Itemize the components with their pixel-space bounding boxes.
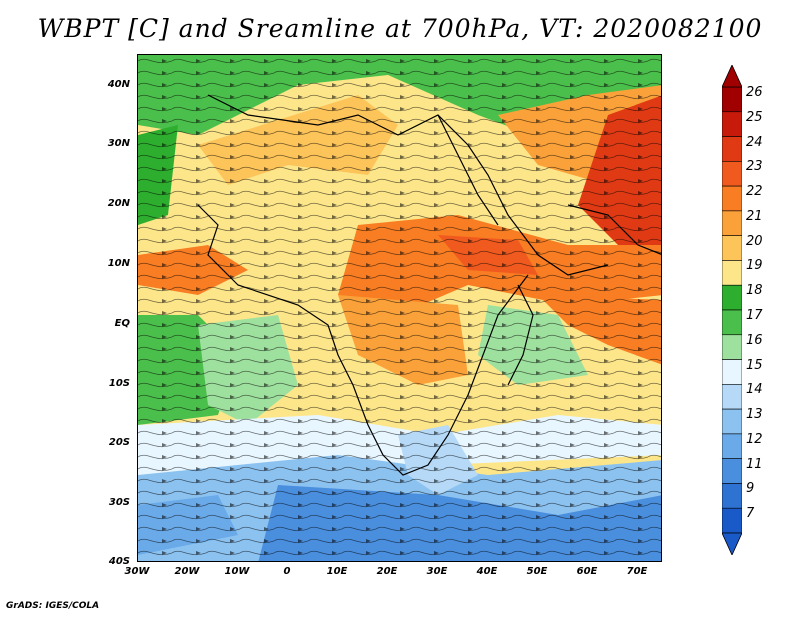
lat-label-eq: EQ	[114, 318, 130, 329]
lat-label-20s: 20S	[108, 437, 130, 448]
colorbar-segment	[722, 86, 742, 113]
lon-label-10e: 10E	[326, 566, 348, 577]
colorbar-segment	[722, 111, 742, 137]
colorbar-segment	[722, 359, 742, 385]
colorbar-segment	[722, 433, 742, 459]
map-title: WBPT [C] and Sreamline at 700hPa, VT: 20…	[37, 14, 763, 43]
streamlines	[138, 55, 661, 561]
colorbar-segment	[722, 210, 742, 236]
lat-label-10s: 10S	[108, 378, 130, 389]
colorbar-segment	[722, 161, 742, 187]
colorbar-segment	[722, 507, 742, 534]
colorbar-segment	[722, 458, 742, 484]
colorbar-segment	[722, 185, 742, 212]
colorbar-label: 16	[746, 332, 763, 348]
coastlines	[197, 94, 661, 476]
lon-label-60e: 60E	[576, 566, 598, 577]
colorbar-label: 17	[746, 308, 763, 323]
colorbar-label: 7	[746, 506, 755, 522]
colorbar-label: 22	[746, 184, 763, 200]
colorbar-segment	[722, 334, 742, 360]
colorbar-segment	[722, 408, 742, 435]
colorbar-label: 19	[746, 258, 763, 274]
lat-label-20n: 20N	[107, 198, 130, 209]
lat-label-40s: 40S	[108, 556, 130, 567]
colorbar-label: 25	[746, 109, 763, 125]
lon-label-20w: 20W	[174, 566, 200, 577]
lon-label-30e: 30E	[426, 566, 448, 577]
colorbar	[722, 65, 742, 555]
colorbar-label: 18	[746, 283, 763, 299]
lat-label-40n: 40N	[107, 79, 130, 90]
colorbar-label: 14	[746, 382, 763, 398]
colorbar-label: 24	[746, 134, 763, 150]
lon-label-70e: 70E	[626, 566, 648, 577]
lat-label-10n: 10N	[107, 258, 130, 269]
colorbar-label: 12	[746, 431, 763, 447]
colorbar-label: 15	[746, 357, 763, 373]
triangle-up-icon	[722, 65, 742, 88]
map-panel	[137, 54, 662, 562]
lon-label-0: 0	[283, 566, 291, 577]
colorbar-segment	[722, 483, 742, 509]
colorbar-segment	[722, 284, 742, 311]
colorbar-label: 13	[746, 407, 763, 423]
colorbar-label: 23	[746, 159, 763, 175]
lon-label-50e: 50E	[526, 566, 548, 577]
colorbar-label: 20	[746, 233, 763, 249]
lat-label-30s: 30S	[108, 497, 130, 508]
lon-label-10w: 10W	[224, 566, 250, 577]
colorbar-segment	[722, 235, 742, 261]
wbpt-field	[138, 55, 661, 561]
triangle-down-icon	[722, 532, 742, 555]
colorbar-label: 26	[746, 85, 763, 100]
credit-text: GrADS: IGES/COLA	[6, 601, 100, 611]
colorbar-segment	[722, 136, 742, 162]
colorbar-segment	[722, 309, 742, 336]
colorbar-segment	[722, 260, 742, 286]
lon-label-40e: 40E	[476, 566, 498, 577]
colorbar-segment	[722, 384, 742, 410]
colorbar-label: 21	[746, 208, 763, 224]
lat-label-30n: 30N	[107, 138, 130, 149]
colorbar-label: 9	[746, 481, 755, 497]
colorbar-label: 11	[746, 456, 763, 472]
lon-label-30w: 30W	[124, 566, 150, 577]
lon-label-20e: 20E	[376, 566, 398, 577]
